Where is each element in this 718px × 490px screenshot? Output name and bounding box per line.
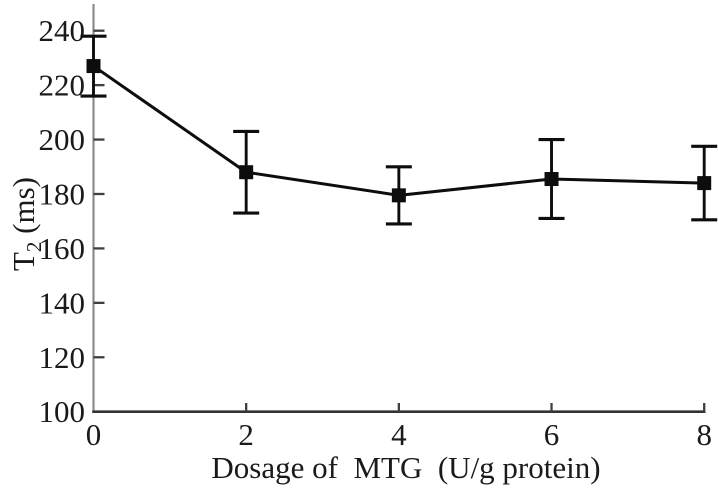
y-tick-label: 100 xyxy=(39,394,86,429)
data-point-marker xyxy=(391,188,406,203)
x-tick-label: 2 xyxy=(238,417,254,452)
data-point-marker xyxy=(544,172,559,187)
data-point-marker xyxy=(697,176,712,191)
y-tick-label: 180 xyxy=(39,176,86,211)
data-point-marker xyxy=(86,59,101,74)
x-tick-label: 8 xyxy=(696,417,712,452)
y-tick-label: 120 xyxy=(39,340,86,375)
y-tick-label: 160 xyxy=(39,231,86,266)
x-tick-label: 0 xyxy=(86,417,102,452)
y-tick-label: 220 xyxy=(39,68,86,103)
y-axis-title: T2 (ms) xyxy=(6,177,46,271)
y-tick-label: 140 xyxy=(39,285,86,320)
y-tick-label: 200 xyxy=(39,122,86,157)
x-tick-label: 6 xyxy=(544,417,560,452)
x-axis-title: Dosage of MTG (U/g protein) xyxy=(211,450,600,485)
data-point-marker xyxy=(239,165,254,180)
x-tick-label: 4 xyxy=(391,417,407,452)
y-tick-label: 240 xyxy=(39,13,86,48)
